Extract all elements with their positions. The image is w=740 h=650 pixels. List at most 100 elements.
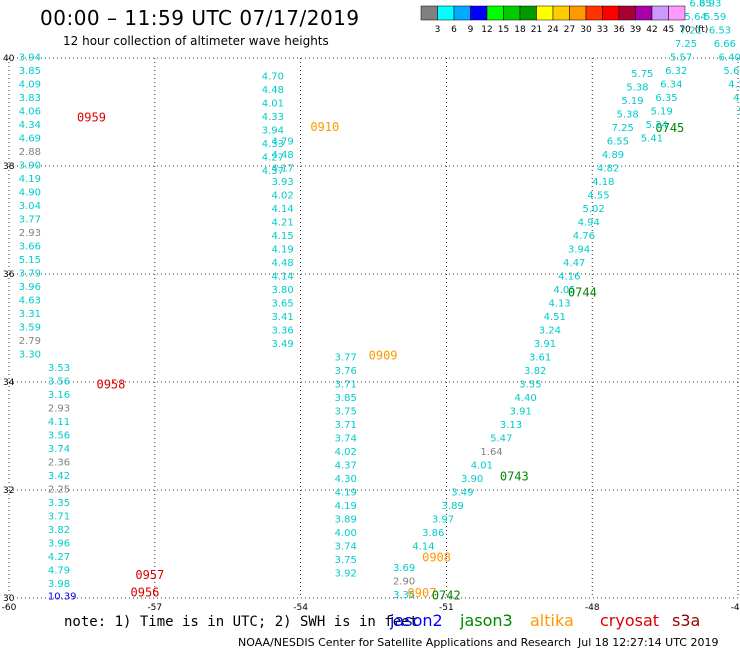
wave-height-value: 3.16 (48, 390, 70, 401)
wave-height-value: 5.75 (631, 69, 653, 80)
scale-label: 30 (580, 25, 592, 35)
pass-time-label: 0745 (655, 121, 684, 135)
wave-height-value: 5.15 (19, 255, 41, 266)
axis-ticks: -60 -57 -54 -51 -48 -45 30 32 34 36 38 40 (2, 54, 740, 613)
wave-height-value: 3.94 (262, 126, 284, 137)
wave-height-value: 6.32 (665, 66, 687, 77)
pass-time-label: 0742 (432, 589, 461, 603)
wave-height-value: 4.63 (19, 296, 41, 307)
chart-footer: note: 1) Time is in UTC; 2) SWH is in fe… (64, 614, 718, 649)
x-tick-label: -60 (2, 603, 17, 613)
wave-height-value: 3.86 (422, 528, 444, 539)
wave-height-value: 4.30 (335, 474, 357, 485)
x-tick-label: -54 (293, 603, 308, 613)
wave-height-value: 6.55 (607, 136, 629, 147)
data-marks: 2.88 3.90 4.19 4.90 3.04 3.77 2.93 3.66 5.15 3.79… (19, 0, 740, 603)
wave-height-value: 2.93 (48, 404, 70, 415)
wave-height-value: 4.33 (262, 139, 284, 150)
wave-height-value: 3.41 (271, 312, 293, 323)
y-tick-label: 30 (3, 594, 15, 604)
wave-height-value: 4.47 (563, 258, 585, 269)
wave-height-value: 4.13 (548, 298, 570, 309)
wave-height-value: 5.65 (723, 66, 740, 77)
wave-height-value: 6.66 (714, 39, 736, 50)
wave-height-value: 4.34 (19, 120, 41, 131)
wave-height-value: 3.76 (335, 366, 357, 377)
wave-height-value: 3.89 (442, 501, 464, 512)
wave-height-value: 2.25 (48, 485, 70, 496)
wave-height-value: 4.21 (271, 217, 293, 228)
wave-height-value: 5.38 (617, 109, 639, 120)
wave-height-value: 3.90 (461, 474, 483, 485)
wave-height-value: 3.66 (19, 242, 41, 253)
wave-height-value: 6.53 (709, 26, 731, 37)
y-tick-label: 32 (3, 486, 14, 496)
wave-height-value: 5.41 (641, 134, 663, 145)
wave-height-value: 3.55 (519, 379, 541, 390)
wave-height-value: 5.4 (738, 107, 740, 118)
wave-height-value: 3.36 (271, 325, 293, 336)
wave-height-value: 2.90 (393, 577, 415, 588)
scale-label: 27 (564, 25, 575, 35)
satellite-legend-entry: s3a (672, 611, 700, 630)
wave-height-value: 4.37 (335, 460, 357, 471)
wave-height-value: 4.19 (271, 244, 293, 255)
wave-height-value: 2.88 (19, 147, 41, 158)
wave-height-value: 4.27 (48, 552, 70, 563)
scale-label: 15 (498, 25, 509, 35)
wave-height-value: 3.35 (393, 590, 415, 601)
chart-title: 00:00 – 11:59 UTC 07/17/2019 (40, 6, 360, 30)
pass-time-label: 0958 (96, 377, 125, 391)
wave-height-value: 3.13 (500, 420, 522, 431)
wave-height-value: 3.93 (271, 177, 293, 188)
wave-height-value: 4.15 (271, 231, 293, 242)
scale-label: 12 (481, 25, 492, 35)
wave-height-value: 4.51 (544, 312, 566, 323)
wave-height-value: 3.35 (48, 498, 70, 509)
wave-height-value: 5.47 (490, 433, 512, 444)
scale-swatch (635, 5, 653, 21)
wave-height-value: 4.16 (558, 271, 580, 282)
wave-height-value: 3.82 (48, 525, 70, 536)
pass-time-label: 0957 (135, 568, 164, 582)
wave-height-value: 4.79 (48, 566, 70, 577)
pass-time-label: 0744 (568, 286, 597, 300)
wave-height-value: 3.31 (19, 309, 41, 320)
pass-time-label: 0908 (422, 550, 451, 564)
x-tick-label: -48 (585, 603, 600, 613)
wave-height-value: 6.35 (655, 93, 677, 104)
wave-height-value: 5.02 (582, 204, 604, 215)
plot-grid (8, 57, 739, 599)
pass-time-label: 0909 (369, 348, 398, 362)
scale-swatch (519, 5, 537, 21)
wave-height-value: 3.49 (451, 487, 473, 498)
wave-height-value: 4.17 (271, 163, 293, 174)
wave-height-value: 3.30 (19, 350, 41, 361)
wave-height-value: 4.37 (262, 166, 284, 177)
scale-swatch (552, 5, 570, 21)
wave-height-value: 4.11 (48, 417, 70, 428)
satellite-legend-entry: jason3 (459, 611, 513, 630)
y-tick-label: 34 (3, 378, 15, 388)
wave-height-value: 4.70 (262, 72, 284, 83)
wave-height-value: 3.89 (335, 514, 357, 525)
scale-swatch (420, 5, 438, 21)
scale-swatch (618, 5, 636, 21)
scale-swatch (569, 5, 587, 21)
wave-height-value: 6.34 (660, 80, 682, 91)
wave-height-value: 4.18 (592, 177, 614, 188)
scale-swatch (437, 5, 455, 21)
x-tick-label: -57 (147, 603, 162, 613)
footer-credit: NOAA/NESDIS Center for Satellite Applica… (238, 636, 571, 649)
wave-height-value: 3.04 (19, 201, 41, 212)
wave-height-value: 5.38 (626, 82, 648, 93)
scale-label: (ft) (695, 25, 709, 35)
pass-time-label: 0743 (500, 469, 529, 483)
wave-height-value: 4.79 (271, 136, 293, 147)
x-tick-label: -45 (731, 603, 740, 613)
wave-height-value: 3.90 (19, 161, 41, 172)
scale-swatch (536, 5, 554, 21)
wave-height-value: 3.53 (48, 363, 70, 374)
scale-swatch (585, 5, 603, 21)
